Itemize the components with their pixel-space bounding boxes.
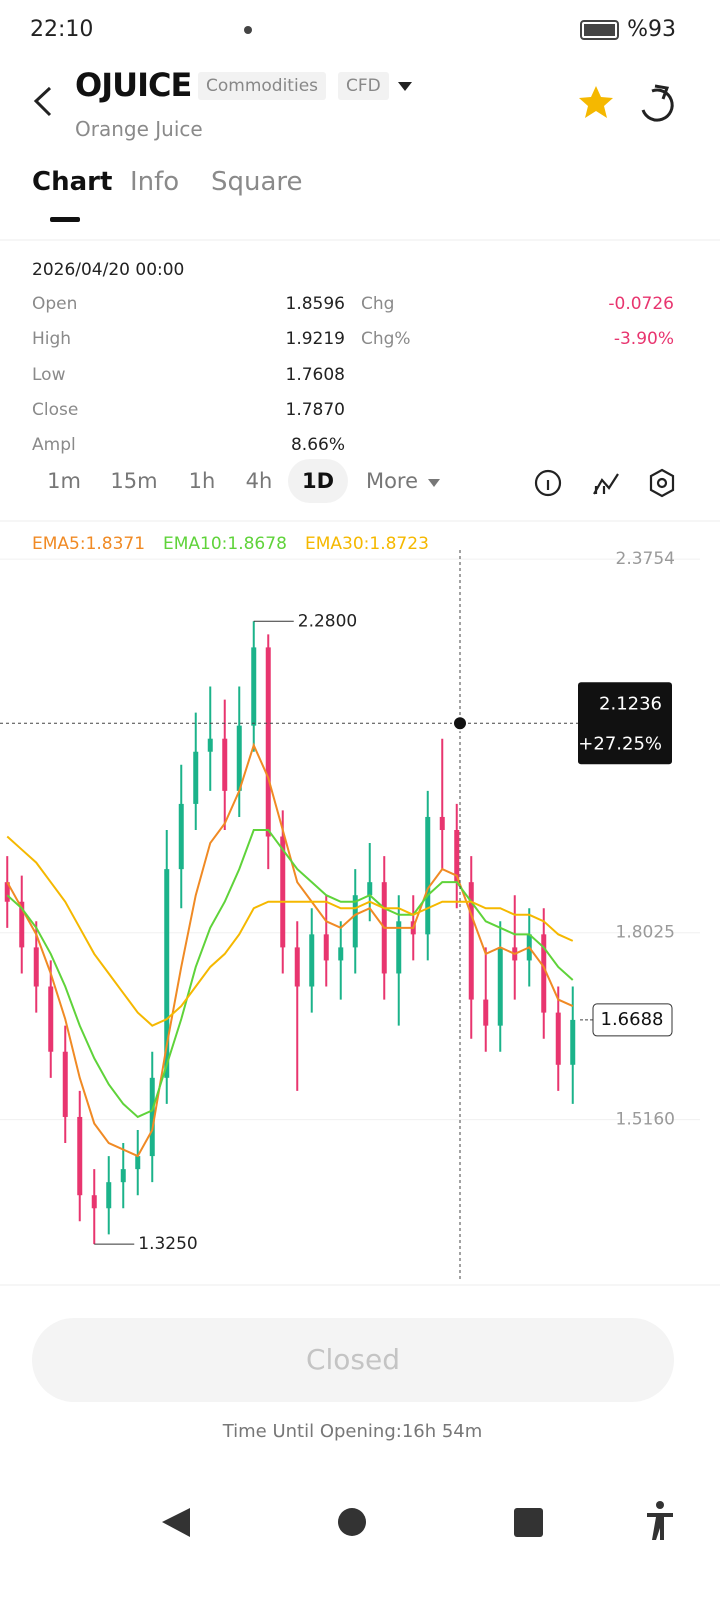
back-icon[interactable] [33,86,52,117]
candle-body [439,816,445,830]
candle-body [570,1019,576,1065]
legend-entry: EMA30:1.8723 [305,534,429,554]
candle-body [483,999,489,1026]
candle-body [323,934,329,961]
quote-datetime: 2026/04/20 00:00 [32,260,185,280]
candle-body [309,934,315,987]
candle-body [222,738,228,791]
candle-body [338,947,344,961]
candle-body [77,1116,83,1196]
candle-body [149,1077,155,1157]
legend-entry: EMA10:1.8678 [163,534,287,554]
dropdown-icon[interactable] [398,82,412,91]
candle-body [236,725,242,791]
last-price-box [592,1003,673,1037]
y-tick-label: 1.8025 [616,923,675,943]
candle-body [251,647,257,726]
candle-body [497,947,503,1026]
instrument-name: Orange Juice [75,117,203,141]
quote-label: High [32,329,72,350]
ema-line [6,829,574,1119]
quote-label: Ampl [32,435,76,456]
ema-line [6,742,574,1158]
candle-body [425,816,431,935]
candle-body [541,934,547,1013]
candle-body [4,882,10,902]
status-time: 22:10 [30,17,94,42]
candle-body [178,803,184,870]
candle-body [106,1182,112,1209]
extreme-label: 1.3250 [138,1234,197,1254]
refresh-icon[interactable] [641,84,674,122]
status-icons [244,20,619,40]
quote-label: Chg% [361,329,411,350]
timeframe-selected[interactable]: 1D [287,459,349,503]
candle-body [265,647,271,837]
crosshair-box [578,682,672,765]
quote-value: 1.8596 [285,294,345,314]
ema-line [6,835,574,1027]
candle-body [367,882,373,896]
opening-note: Time Until Opening:16h 54m [222,1421,483,1442]
favorite-star[interactable] [579,86,613,118]
candle-body [164,869,170,1078]
candlestick-chart: EMA5:1.8371 EMA10:1.8678 EMA30:1.8723 2.375… [0,534,700,1280]
quote-label: Close [32,399,79,420]
chart-tools[interactable] [534,468,675,498]
candle-body [48,986,54,1052]
crosshair-dot [452,715,468,732]
candle-body [207,738,213,752]
quote-value: 8.66% [290,435,345,456]
last-price-label: 1.6688 [601,1009,664,1030]
timeframe-more[interactable]: More [365,469,419,493]
candle-body [120,1169,126,1183]
candle-body [19,901,25,948]
candle-body [33,947,39,987]
nav-bar [162,1501,673,1540]
quote-value: -0.0726 [608,294,674,314]
icons [33,84,674,122]
extreme-label: 2.2800 [298,611,357,631]
tab[interactable]: Square [211,167,303,197]
quote-label: Open [32,294,78,314]
tab-underline [50,217,80,222]
candle-body [555,1012,561,1065]
quote-value: -3.90% [613,329,674,350]
legend-entry: EMA5:1.8371 [32,534,145,554]
quote-label: Low [32,364,66,385]
quote-label: Chg [361,294,395,314]
tab[interactable]: Chart [32,167,113,197]
quote-value: 1.7608 [285,364,345,385]
y-tick-label: 2.3754 [616,549,675,569]
candle-body [294,947,300,987]
more-arrow [428,479,440,487]
y-tick-label: 1.5160 [616,1110,675,1130]
candle-body [468,882,474,1000]
battery-level: %93 [627,17,676,42]
candle-body [352,895,358,948]
candle-body [62,1051,68,1117]
crosshair-change: +27.25% [578,733,662,754]
quote-value: 1.9219 [285,329,345,350]
quote-value: 1.7870 [285,399,345,420]
timeframe[interactable]: 4h [245,469,273,493]
candle-body [396,921,402,974]
candle-body [280,836,286,948]
tag: Commodities [198,72,327,100]
candle-body [91,1195,97,1209]
crosshair-price: 2.1236 [599,693,662,714]
timeframe[interactable]: 1m [47,469,81,493]
candle-body [454,830,460,883]
closed-button[interactable]: Closed [32,1318,674,1402]
candle-body [193,751,199,804]
tag: CFD [338,72,389,100]
candle-body [135,1156,141,1170]
tab[interactable]: Info [130,167,180,197]
timeframe[interactable]: 1h [188,469,216,493]
symbol: OJUICE [75,66,192,104]
timeframe[interactable]: 15m [110,469,158,493]
